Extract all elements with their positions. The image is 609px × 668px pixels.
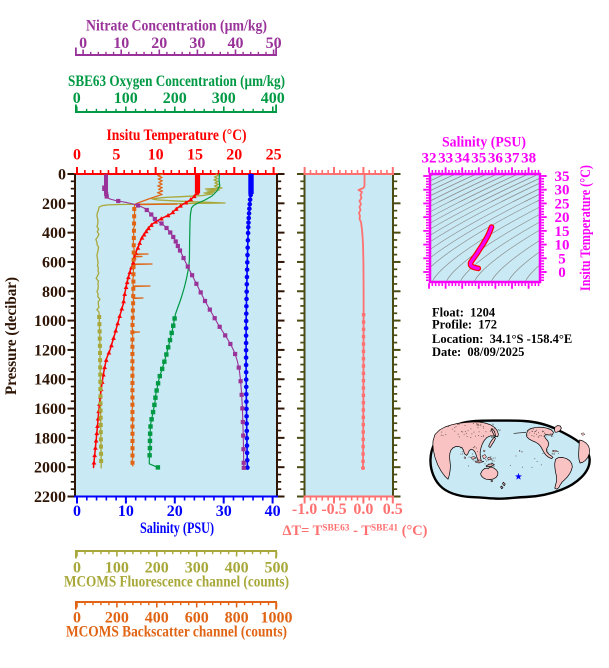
svg-text:100: 100 [114, 90, 138, 107]
svg-text:1600: 1600 [34, 401, 66, 418]
svg-text:Profile: 172: Profile: 172 [432, 318, 497, 332]
svg-text:35: 35 [555, 169, 570, 185]
svg-text:SBE63 Oxygen Concentration (µm: SBE63 Oxygen Concentration (µm/kg) [68, 73, 285, 90]
svg-text:0: 0 [73, 503, 81, 520]
svg-text:-1.0: -1.0 [292, 501, 317, 518]
svg-text:0: 0 [58, 167, 66, 184]
svg-text:-0.5: -0.5 [321, 501, 346, 518]
svg-text:Date: 08/09/2025: Date: 08/09/2025 [432, 345, 524, 359]
svg-text:20: 20 [167, 503, 183, 520]
svg-text:50: 50 [266, 35, 282, 52]
svg-text:33: 33 [438, 151, 453, 167]
svg-text:10: 10 [148, 147, 164, 164]
svg-text:10: 10 [113, 35, 129, 52]
svg-text:600: 600 [185, 610, 209, 627]
svg-text:25: 25 [266, 147, 282, 164]
svg-text:2200: 2200 [34, 489, 66, 506]
svg-text:15: 15 [187, 147, 203, 164]
svg-text:20: 20 [555, 210, 570, 226]
svg-text:800: 800 [42, 284, 66, 301]
svg-text:0: 0 [73, 90, 81, 107]
svg-text:10: 10 [555, 238, 570, 254]
svg-text:0: 0 [73, 560, 81, 577]
svg-text:1400: 1400 [34, 372, 66, 389]
svg-text:600: 600 [42, 254, 66, 271]
svg-text:0: 0 [73, 610, 81, 627]
svg-text:1200: 1200 [34, 342, 66, 359]
svg-text:Insitu Temperature (°C): Insitu Temperature (°C) [578, 165, 594, 291]
svg-text:ΔT= TSBE63 - TSBE41 (°C): ΔT= TSBE63 - TSBE41 (°C) [283, 523, 428, 539]
svg-text:20: 20 [226, 147, 242, 164]
svg-text:Insitu Temperature (°C): Insitu Temperature (°C) [107, 127, 247, 144]
svg-text:300: 300 [185, 560, 209, 577]
svg-text:30: 30 [555, 183, 570, 199]
svg-text:15: 15 [555, 224, 570, 240]
svg-text:34: 34 [455, 151, 471, 167]
svg-text:200: 200 [42, 196, 66, 213]
svg-text:0: 0 [79, 35, 87, 52]
svg-text:400: 400 [145, 610, 169, 627]
svg-text:500: 500 [265, 560, 289, 577]
svg-text:35: 35 [471, 151, 486, 167]
svg-text:5: 5 [112, 147, 120, 164]
svg-text:800: 800 [225, 610, 249, 627]
svg-text:32: 32 [422, 151, 437, 167]
svg-text:25: 25 [555, 196, 570, 212]
svg-text:2000: 2000 [34, 460, 66, 477]
svg-text:Salinity (PSU): Salinity (PSU) [140, 520, 214, 537]
svg-text:30: 30 [189, 35, 205, 52]
svg-text:1000: 1000 [261, 610, 293, 627]
svg-text:Nitrate Concentration (µm/kg): Nitrate Concentration (µm/kg) [86, 18, 267, 35]
svg-text:200: 200 [163, 90, 187, 107]
svg-text:200: 200 [145, 560, 169, 577]
svg-text:0.5: 0.5 [383, 501, 403, 518]
svg-text:100: 100 [105, 560, 129, 577]
svg-text:Pressure (decibar): Pressure (decibar) [3, 277, 20, 395]
svg-text:Location: 34.1°S -158.4°E: Location: 34.1°S -158.4°E [432, 332, 572, 346]
svg-text:300: 300 [212, 90, 236, 107]
svg-text:5: 5 [558, 251, 566, 267]
svg-text:400: 400 [261, 90, 285, 107]
svg-text:30: 30 [216, 503, 232, 520]
svg-text:40: 40 [265, 503, 281, 520]
svg-text:400: 400 [225, 560, 249, 577]
svg-text:1800: 1800 [34, 430, 66, 447]
svg-text:400: 400 [42, 225, 66, 242]
svg-text:MCOMS Fluorescence channel (co: MCOMS Fluorescence channel (counts) [64, 574, 289, 591]
svg-text:40: 40 [228, 35, 244, 52]
svg-text:Float: 1204: Float: 1204 [432, 305, 496, 319]
svg-text:1000: 1000 [34, 313, 66, 330]
svg-text:10: 10 [118, 503, 134, 520]
svg-text:36: 36 [488, 151, 504, 167]
svg-text:38: 38 [521, 151, 536, 167]
svg-text:Salinity (PSU): Salinity (PSU) [442, 135, 526, 151]
svg-text:37: 37 [505, 151, 521, 167]
svg-text:0.0: 0.0 [353, 501, 373, 518]
svg-text:0: 0 [558, 265, 566, 281]
svg-text:MCOMS Backscatter channel (cou: MCOMS Backscatter channel (counts) [66, 624, 287, 641]
svg-text:200: 200 [105, 610, 129, 627]
svg-text:0: 0 [73, 147, 81, 164]
svg-text:20: 20 [151, 35, 167, 52]
